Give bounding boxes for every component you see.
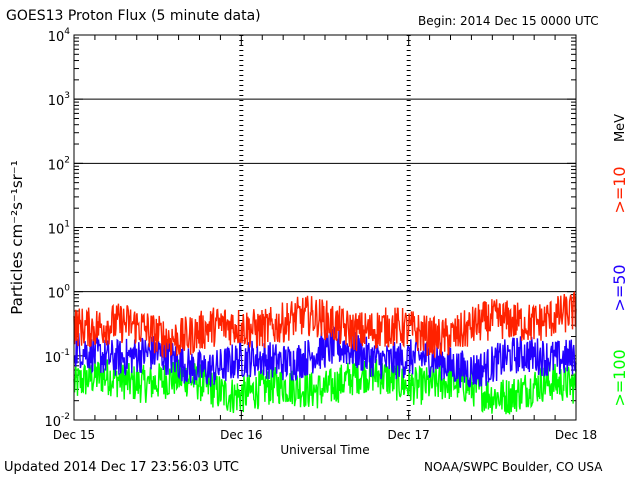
x-tick-label-2: Dec 17 <box>388 428 430 442</box>
y-tick-label-4: 100 <box>48 284 71 302</box>
legend: >=10 >=50 >=100 MeV <box>610 114 629 407</box>
x-tick-label-1: Dec 16 <box>220 428 262 442</box>
y-tick-label-6: 10-2 <box>44 412 70 430</box>
legend-item-2: >=100 <box>610 349 629 406</box>
y-tick-labels: 104 103 102 101 100 10-1 10-2 <box>44 27 70 430</box>
y-tick-label-1: 103 <box>48 91 70 109</box>
series-line-1 <box>73 325 577 388</box>
chart-title: GOES13 Proton Flux (5 minute data) <box>6 8 261 24</box>
series-line-2 <box>73 355 577 415</box>
legend-item-1: >=50 <box>610 264 629 311</box>
credit-text: NOAA/SWPC Boulder, CO USA <box>424 460 603 474</box>
updated-timestamp: Updated 2014 Dec 17 23:56:03 UTC <box>4 460 239 475</box>
y-tick-label-2: 102 <box>48 155 70 173</box>
y-tick-label-5: 10-1 <box>44 348 70 366</box>
begin-timestamp: Begin: 2014 Dec 15 0000 UTC <box>418 14 599 28</box>
unit-label: MeV <box>613 114 628 142</box>
y-axis-label: Particles cm⁻²s⁻¹sr⁻¹ <box>8 160 26 314</box>
x-tick-labels: Dec 15 Dec 16 Dec 17 Dec 18 <box>53 428 597 442</box>
y-tick-label-0: 104 <box>48 27 71 45</box>
x-tick-label-3: Dec 18 <box>555 428 597 442</box>
x-axis-label: Universal Time <box>280 443 369 457</box>
legend-item-0: >=10 <box>610 166 629 213</box>
series-line-0 <box>73 290 577 359</box>
series-layer <box>73 290 577 415</box>
y-tick-label-3: 101 <box>48 220 70 238</box>
plot-frame <box>73 34 577 421</box>
x-tick-label-0: Dec 15 <box>53 428 95 442</box>
